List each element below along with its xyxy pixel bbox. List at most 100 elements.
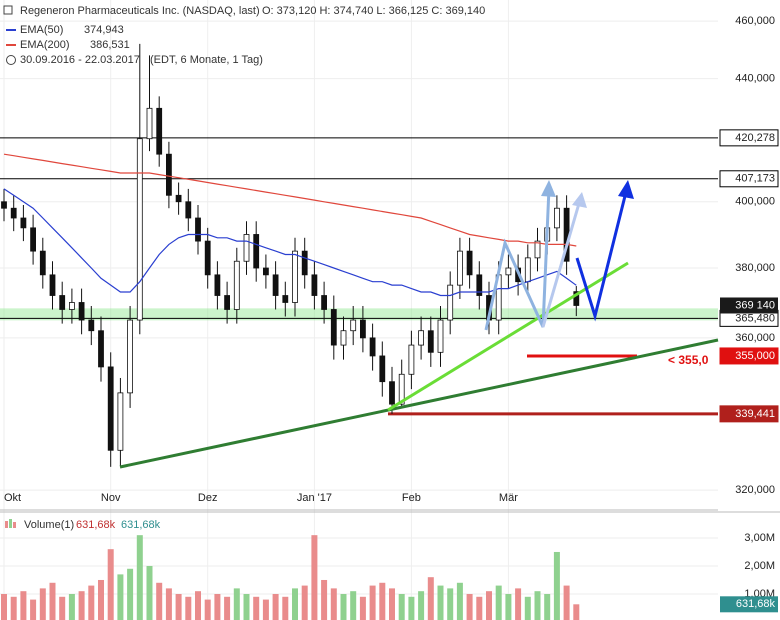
volume-bar	[185, 596, 192, 620]
candle-body	[127, 319, 133, 394]
volume-bar	[369, 585, 376, 620]
candle-body	[321, 295, 328, 310]
candle-body	[573, 291, 580, 306]
y-tick-label: 320,000	[735, 484, 775, 496]
candle-body	[146, 107, 153, 140]
candle-body	[311, 274, 318, 296]
volume-bar	[534, 591, 541, 620]
volume-bar	[30, 599, 37, 620]
candle-body	[165, 153, 172, 196]
candle-body	[437, 319, 444, 353]
volume-bar	[408, 596, 415, 620]
candle-body	[340, 330, 347, 346]
candle-body	[350, 319, 357, 332]
volume-bar	[175, 593, 182, 620]
candle-body	[1, 201, 7, 209]
ohlc: O: 373,120 H: 374,740 L: 366,125 C: 369,…	[262, 5, 485, 17]
candle-body	[185, 201, 192, 219]
volume-bar	[447, 588, 454, 620]
volume-bar	[389, 588, 395, 620]
volume-bar	[505, 593, 512, 620]
candle-body	[272, 274, 279, 296]
candle-body	[214, 274, 221, 296]
volume-bar	[98, 579, 104, 620]
volume-bar	[292, 588, 298, 620]
volume-bar	[39, 588, 46, 620]
projection	[575, 191, 628, 322]
y-tick-label: 440,000	[735, 73, 775, 85]
candle-body	[195, 217, 201, 242]
volume-bar	[311, 535, 318, 620]
volume-bar	[321, 579, 328, 620]
grid	[0, 0, 718, 620]
candle-body	[524, 257, 531, 283]
volume-bar	[20, 591, 27, 620]
legend-label: EMA(50)	[20, 24, 63, 36]
candle-body	[456, 250, 463, 286]
volume-bar	[301, 585, 308, 620]
candle-body	[175, 194, 182, 203]
candle-body	[292, 250, 298, 303]
volume-bar	[524, 596, 531, 620]
volume-last-label: 631,68k	[736, 598, 776, 610]
level-label: 365,480	[735, 312, 775, 324]
candle-body	[505, 267, 512, 276]
volume-bar	[350, 591, 357, 620]
level-box	[719, 347, 779, 365]
volume-bar	[10, 596, 17, 620]
volume-bar	[68, 593, 75, 620]
candle-body	[39, 250, 46, 276]
candle-body	[156, 107, 163, 155]
volume-bar	[59, 596, 66, 620]
candle-body	[59, 295, 66, 310]
candle-body	[447, 284, 454, 321]
moving-averages	[3, 153, 577, 297]
level-box	[719, 405, 779, 423]
candle-body	[98, 330, 104, 368]
candle-body	[30, 227, 37, 252]
level-box	[719, 129, 779, 147]
candle-body	[379, 355, 386, 383]
annotation: < 355,0	[668, 353, 709, 367]
volume-bar	[495, 585, 502, 620]
candle-body	[301, 250, 308, 276]
volume-bar	[330, 588, 337, 620]
period: 30.09.2016 - 22.03.2017	[20, 54, 140, 66]
y-tick-label: 3,00M	[744, 532, 775, 544]
volume-bar	[272, 593, 279, 620]
candle-body	[476, 274, 483, 296]
projection	[541, 199, 582, 328]
arrow-head	[572, 192, 587, 208]
volume-bar	[49, 582, 56, 620]
volume-bar	[573, 604, 580, 620]
candle-body	[78, 302, 85, 321]
title: Regeneron Pharmaceuticals Inc. (NASDAQ, …	[20, 5, 260, 17]
candle-body	[117, 392, 124, 451]
y-tick-label: 360,000	[735, 332, 775, 344]
y-tick-label: 460,000	[735, 15, 775, 27]
candle-body	[107, 366, 114, 451]
volume-bar	[515, 588, 522, 620]
icon	[13, 522, 16, 528]
volume-box	[720, 596, 778, 613]
volume-value: 631,68k	[121, 519, 161, 531]
drawings	[119, 180, 719, 469]
y-tick-label: 2,00M	[744, 560, 775, 572]
candle-body	[262, 267, 269, 276]
candle-body	[398, 373, 405, 405]
legend-value: 374,943	[84, 24, 124, 36]
volume-bar	[563, 585, 570, 620]
level-label: 355,000	[735, 350, 775, 362]
level-label: 339,441	[735, 408, 775, 420]
x-tick-label: Mär	[499, 492, 518, 504]
candle-body	[466, 250, 473, 276]
candle-body	[253, 234, 260, 269]
volume-bar	[146, 565, 153, 620]
x-tick-label: Dez	[198, 492, 218, 504]
candle-body	[330, 309, 337, 346]
ema-line	[3, 188, 577, 297]
volume-bar	[262, 599, 269, 620]
volume-bar	[88, 585, 95, 620]
volume-bar	[214, 593, 221, 620]
